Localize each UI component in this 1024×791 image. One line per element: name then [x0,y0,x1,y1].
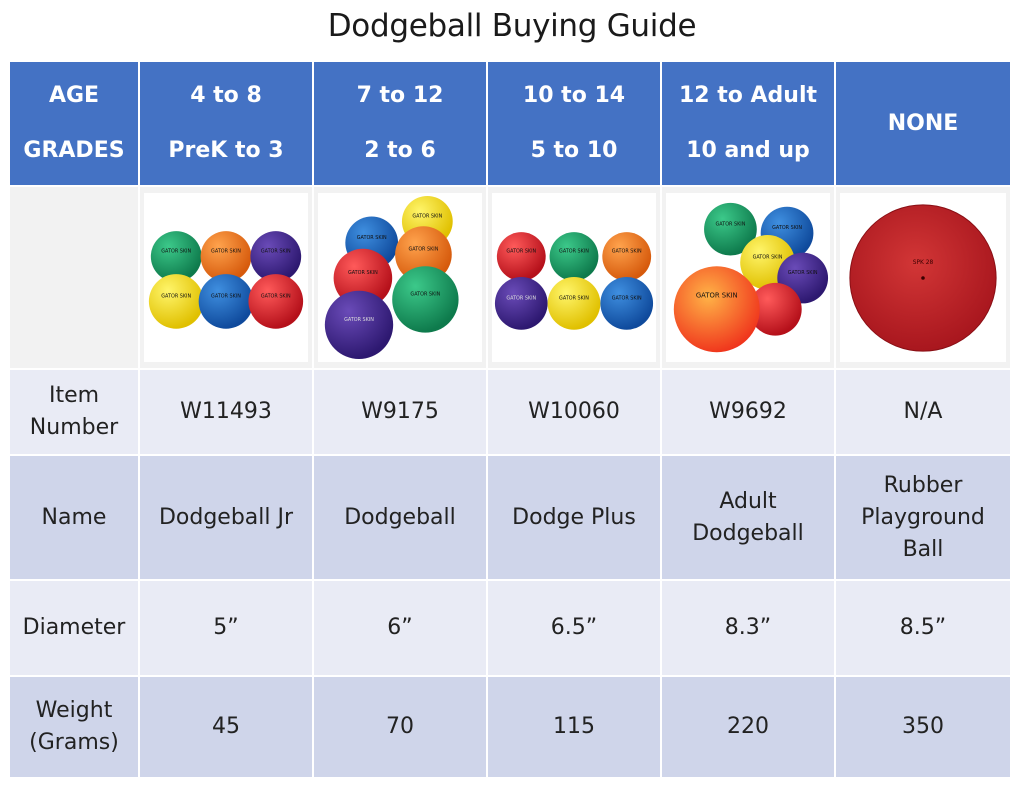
product-image-cell-5: SPK 28 [836,187,1010,370]
weight-cell: 115 [488,677,662,779]
weight-label-cell: Weight (Grams) [10,677,140,779]
name-label-cell: Name [10,456,140,581]
product-image-cell-1: GATOR SKIN GATOR SKIN GATOR SKIN GATOR S… [140,187,314,370]
dodge-plus-image: GATOR SKIN GATOR SKIN GATOR SKIN GATOR S… [492,193,656,362]
svg-text:GATOR SKIN: GATOR SKIN [412,213,442,219]
diameter-cell: 8.3” [662,581,836,677]
header-age-label: AGE [48,82,100,108]
item-number-label-line2: Number [29,415,119,440]
name-line: Dodgeball Jr [158,504,294,530]
item-number-cell: W9175 [314,370,488,456]
header-age-value: 4 to 8 [190,82,262,108]
svg-text:SPK 28: SPK 28 [913,260,934,266]
adult-dodgeball-image: GATOR SKIN GATOR SKIN GATOR SKIN GATOR S… [666,193,830,362]
name-cell: Rubber Playground Ball [836,456,1010,581]
name-line: Ball [902,536,944,562]
header-grades-value: 2 to 6 [364,138,436,164]
name-line: Dodgeball [344,504,456,530]
page-title: Dodgeball Buying Guide [327,8,697,44]
svg-text:GATOR SKIN: GATOR SKIN [211,248,241,254]
svg-text:GATOR SKIN: GATOR SKIN [211,293,241,299]
weight-cell: 350 [836,677,1010,779]
header-none-value: NONE [887,110,959,136]
product-image-cell-3: GATOR SKIN GATOR SKIN GATOR SKIN GATOR S… [488,187,662,370]
header-grades-value: 5 to 10 [530,138,618,164]
item-number-label-cell: Item Number [10,370,140,456]
name-line: Playground [861,504,985,530]
six-ball-grid-image: GATOR SKIN GATOR SKIN GATOR SKIN GATOR S… [494,231,654,330]
diameter-cell: 8.5” [836,581,1010,677]
header-col-5: NONE [836,62,1010,187]
name-line: Adult [719,488,777,514]
name-cell: Dodgeball [314,456,488,581]
weight-label-line1: Weight [35,698,113,723]
svg-text:GATOR SKIN: GATOR SKIN [161,248,191,254]
header-col-4: 12 to Adult 10 and up [662,62,836,187]
item-number-label-line1: Item [48,383,100,408]
svg-text:GATOR SKIN: GATOR SKIN [788,270,818,276]
diameter-cell: 6” [314,581,488,677]
dodgeball-image: GATOR SKIN GATOR SKIN GATOR SKIN GATOR S… [318,193,482,362]
diameter-cell: 6.5” [488,581,662,677]
product-image-cell-2: GATOR SKIN GATOR SKIN GATOR SKIN GATOR S… [314,187,488,370]
name-cell: Dodge Plus [488,456,662,581]
svg-text:GATOR SKIN: GATOR SKIN [161,293,191,299]
svg-text:GATOR SKIN: GATOR SKIN [261,248,291,254]
name-line: Dodge Plus [512,504,636,530]
svg-text:GATOR SKIN: GATOR SKIN [408,246,438,252]
six-ball-cluster-image: GATOR SKIN GATOR SKIN GATOR SKIN GATOR S… [148,230,304,329]
name-line: Rubber [883,472,963,498]
item-number-cell: W11493 [140,370,314,456]
svg-text:GATOR SKIN: GATOR SKIN [357,234,387,240]
svg-text:GATOR SKIN: GATOR SKIN [261,293,291,299]
svg-text:GATOR SKIN: GATOR SKIN [506,248,536,254]
svg-text:GATOR SKIN: GATOR SKIN [344,316,374,322]
header-grades-label: GRADES [23,138,125,164]
svg-text:GATOR SKIN: GATOR SKIN [612,248,642,254]
svg-text:GATOR SKIN: GATOR SKIN [715,221,745,227]
header-col-1: 4 to 8 PreK to 3 [140,62,314,187]
weight-label-line2: (Grams) [29,730,119,755]
header-age-value: 10 to 14 [522,82,626,108]
product-image-cell-4: GATOR SKIN GATOR SKIN GATOR SKIN GATOR S… [662,187,836,370]
svg-text:GATOR SKIN: GATOR SKIN [772,225,802,231]
svg-text:GATOR SKIN: GATOR SKIN [612,295,642,301]
name-line: Dodgeball [692,520,804,546]
adult-ball-pile-image: GATOR SKIN GATOR SKIN GATOR SKIN GATOR S… [673,202,829,352]
svg-text:GATOR SKIN: GATOR SKIN [410,291,440,297]
header-label-cell: AGE GRADES [10,62,140,187]
name-cell: Dodgeball Jr [140,456,314,581]
dodgeball-jr-image: GATOR SKIN GATOR SKIN GATOR SKIN GATOR S… [144,193,308,362]
item-number-cell: N/A [836,370,1010,456]
svg-text:GATOR SKIN: GATOR SKIN [559,295,589,301]
buying-guide-table: AGE GRADES 4 to 8 PreK to 3 7 to 12 2 to… [10,62,1010,779]
diameter-label-cell: Diameter [10,581,140,677]
weight-cell: 45 [140,677,314,779]
diameter-cell: 5” [140,581,314,677]
red-rubber-ball-image: SPK 28 [849,203,997,352]
playground-ball-image: SPK 28 [840,193,1006,362]
svg-text:GATOR SKIN: GATOR SKIN [506,295,536,301]
item-number-cell: W9692 [662,370,836,456]
header-age-value: 12 to Adult [678,82,818,108]
header-grades-value: 10 and up [686,138,810,164]
header-col-3: 10 to 14 5 to 10 [488,62,662,187]
name-cell: Adult Dodgeball [662,456,836,581]
header-age-value: 7 to 12 [356,82,444,108]
stacked-ball-pile-image: GATOR SKIN GATOR SKIN GATOR SKIN GATOR S… [324,195,459,359]
header-grades-value: PreK to 3 [168,138,284,164]
svg-text:GATOR SKIN: GATOR SKIN [348,270,378,276]
weight-cell: 220 [662,677,836,779]
svg-text:GATOR SKIN: GATOR SKIN [696,291,738,299]
weight-cell: 70 [314,677,488,779]
item-number-cell: W10060 [488,370,662,456]
svg-text:GATOR SKIN: GATOR SKIN [559,248,589,254]
svg-text:GATOR SKIN: GATOR SKIN [753,254,783,260]
header-col-2: 7 to 12 2 to 6 [314,62,488,187]
image-label-cell [10,187,140,370]
